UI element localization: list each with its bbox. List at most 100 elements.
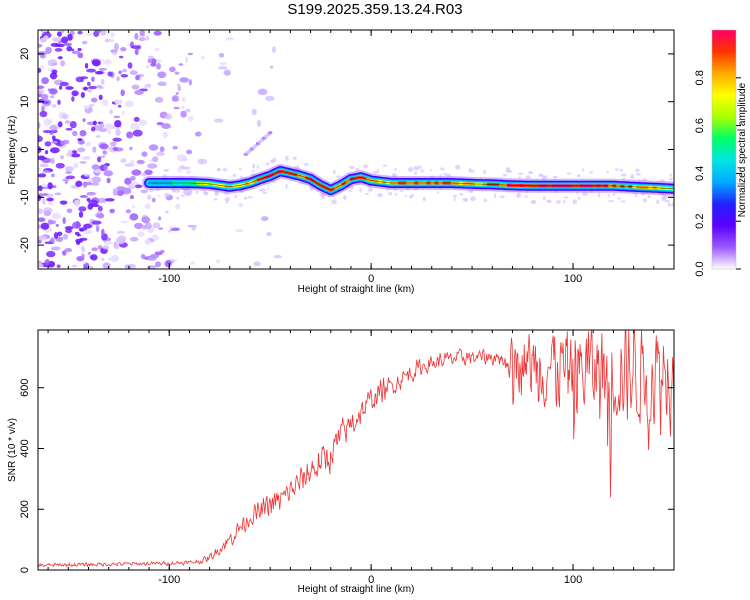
noise-speckle <box>184 56 189 64</box>
ridge-guide-line <box>149 170 674 191</box>
noise-speckle <box>49 88 58 95</box>
noise-speckle <box>38 208 43 215</box>
noise-speckle <box>99 143 109 150</box>
ridge-halo-speckle <box>213 197 218 201</box>
noise-speckle <box>38 217 46 222</box>
noise-speckle <box>96 213 105 219</box>
noise-speckle <box>188 115 194 122</box>
noise-speckle <box>142 225 147 230</box>
noise-speckle <box>38 194 42 202</box>
noise-speckle <box>49 95 55 99</box>
colorbar-tick-label: 0.6 <box>694 118 706 133</box>
ridge-halo-speckle <box>464 198 468 203</box>
noise-speckle <box>164 260 172 268</box>
noise-speckle <box>91 220 102 225</box>
noise-speckle <box>124 177 132 185</box>
snr-panel: -100 0 100 0 200 400 600 Height of straight l… <box>7 329 675 595</box>
noise-speckle <box>71 96 75 102</box>
noise-speckle <box>83 181 93 186</box>
noise-speckle <box>55 162 65 169</box>
noise-speckle <box>102 245 110 250</box>
noise-speckle <box>44 258 50 266</box>
noise-speckle <box>92 146 97 153</box>
noise-speckle <box>106 177 111 184</box>
noise-speckle <box>124 163 135 167</box>
noise-speckle <box>171 95 179 102</box>
noise-speckle <box>83 262 90 269</box>
noise-speckle <box>90 182 100 186</box>
ridge-halo-speckle <box>538 174 544 178</box>
noise-speckle <box>87 203 94 210</box>
ridge-halo-speckle <box>617 197 621 200</box>
noise-speckle <box>168 229 172 233</box>
noise-speckle <box>100 155 106 159</box>
snr-y-tick-label: 600 <box>19 379 31 397</box>
spectrogram-y-tick-label: 20 <box>19 48 31 60</box>
noise-speckle <box>83 174 91 177</box>
noise-speckle <box>144 169 153 176</box>
noise-speckle <box>91 247 98 252</box>
noise-speckle <box>102 150 107 155</box>
noise-speckle <box>84 62 89 69</box>
noise-speckle <box>152 234 160 241</box>
noise-speckle <box>272 46 277 54</box>
colorbar-gradient <box>712 30 736 269</box>
noise-speckle <box>43 210 52 217</box>
snr-x-ticks: -100 0 100 <box>47 330 675 586</box>
noise-speckle <box>165 113 173 120</box>
noise-speckle <box>117 104 122 108</box>
ridge-halo-speckle <box>260 188 266 193</box>
noise-speckle <box>38 67 42 73</box>
ridge-halo-speckle <box>348 189 353 192</box>
noise-speckle <box>180 110 187 118</box>
noise-speckle <box>190 261 196 265</box>
noise-speckle <box>134 48 139 56</box>
noise-speckle <box>75 76 84 83</box>
noise-speckle <box>86 68 97 73</box>
noise-speckle <box>95 135 101 138</box>
ridge-halo-speckle <box>566 172 572 175</box>
ridge-halo-speckle <box>178 165 185 169</box>
noise-speckle <box>47 59 58 67</box>
ridge-halo-speckle <box>443 172 447 176</box>
noise-speckle <box>104 123 113 131</box>
ridge-halo-speckle <box>420 168 424 173</box>
noise-speckle <box>147 55 154 59</box>
noise-speckle <box>224 37 234 41</box>
noise-speckle <box>162 131 168 138</box>
ridge-halo-speckle <box>506 169 513 173</box>
noise-speckle <box>38 156 48 160</box>
noise-speckle <box>62 233 69 240</box>
noise-speckle <box>135 184 143 189</box>
snr-y-tick-label: 200 <box>19 500 31 518</box>
noise-speckle <box>44 141 52 147</box>
ridge-halo-speckle <box>377 192 383 198</box>
ridge-halo-speckle <box>238 167 242 171</box>
noise-speckle <box>106 237 111 242</box>
noise-speckle <box>52 37 62 43</box>
noise-speckle <box>74 231 80 236</box>
noise-speckle <box>65 127 73 131</box>
noise-speckle <box>136 159 145 165</box>
noise-speckle <box>144 65 151 69</box>
noise-speckle <box>83 229 93 235</box>
noise-speckle <box>112 189 118 196</box>
ridge-halo-speckle <box>214 191 219 196</box>
ridge-halo-speckle <box>270 159 273 162</box>
noise-speckle <box>91 176 102 184</box>
noise-speckle <box>43 118 52 126</box>
noise-speckle <box>67 149 73 156</box>
noise-speckle <box>97 245 103 250</box>
ridge-halo-speckle <box>630 174 635 179</box>
ridge-halo-speckle <box>589 171 593 174</box>
ridge-halo-speckle <box>222 168 228 172</box>
noise-speckle <box>72 130 78 137</box>
noise-speckle <box>169 225 173 229</box>
ridge-halo-speckle <box>555 199 561 204</box>
noise-speckle <box>81 253 85 260</box>
noise-speckle <box>141 216 151 224</box>
noise-speckle <box>147 163 158 169</box>
noise-speckle <box>260 216 269 222</box>
ridge-halo-speckle <box>597 192 601 198</box>
